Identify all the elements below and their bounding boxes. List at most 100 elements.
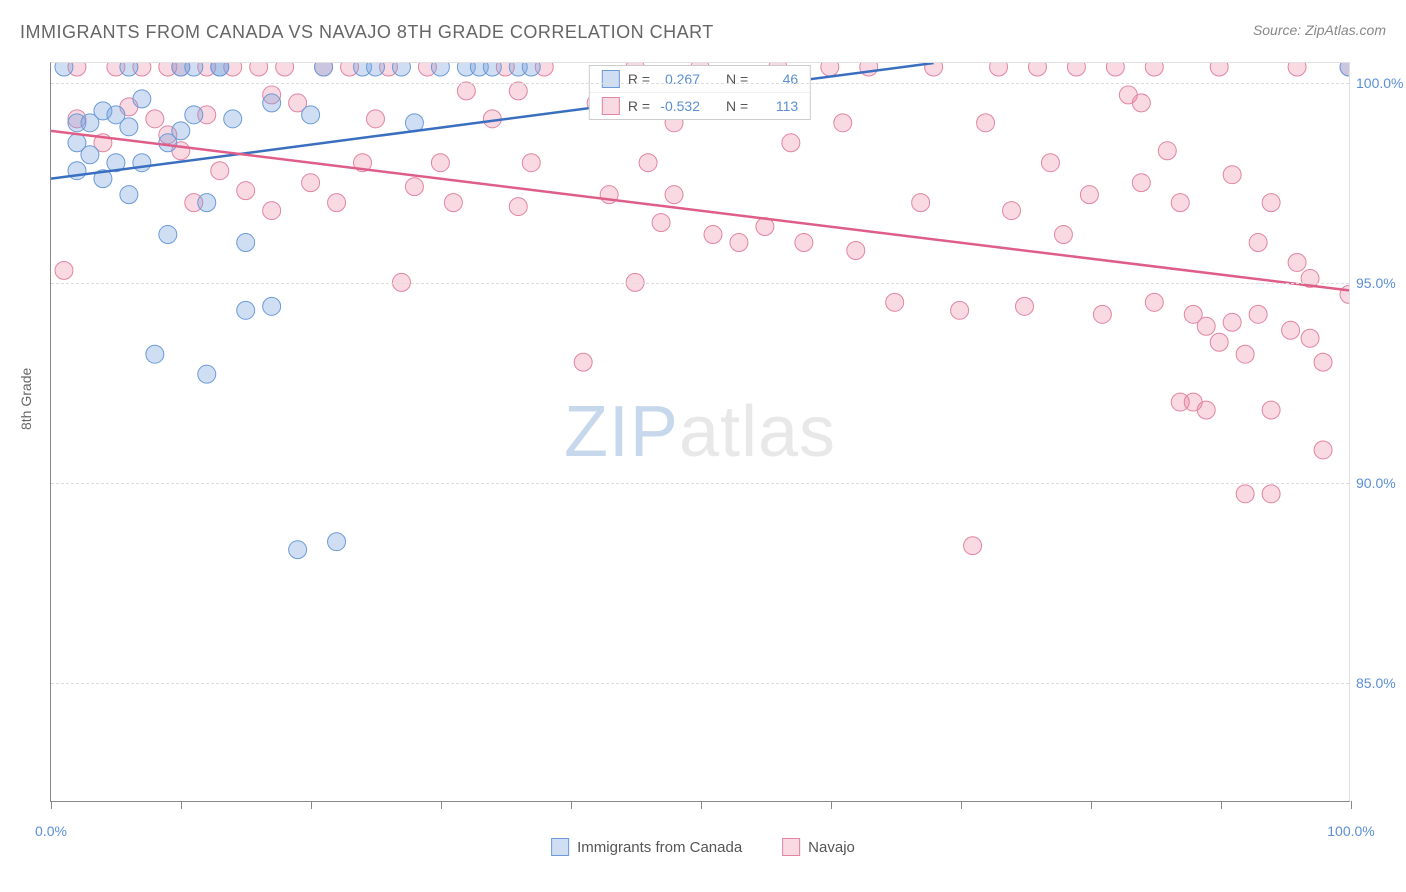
scatter-point [367,110,385,128]
x-tick-label-max: 100.0% [1327,823,1374,839]
scatter-point [639,154,657,172]
scatter-point [224,110,242,128]
chart-title: IMMIGRANTS FROM CANADA VS NAVAJO 8TH GRA… [20,22,714,43]
scatter-point [237,182,255,200]
grid-line [51,683,1349,684]
scatter-point [211,162,229,180]
x-tick [441,801,442,809]
scatter-point [315,63,333,76]
scatter-point [847,242,865,260]
scatter-point [665,186,683,204]
scatter-point [912,194,930,212]
scatter-point [509,82,527,100]
legend-swatch-navajo [782,838,800,856]
scatter-point [1236,485,1254,503]
scatter-point [250,63,268,76]
grid-line [51,83,1349,84]
y-tick-label: 100.0% [1356,75,1406,91]
scatter-point [237,301,255,319]
scatter-point [185,106,203,124]
scatter-point [81,146,99,164]
y-tick-label: 85.0% [1356,675,1406,691]
scatter-point [1132,174,1150,192]
source-attribution: Source: ZipAtlas.com [1253,22,1386,38]
scatter-point [444,194,462,212]
scatter-point [1197,317,1215,335]
swatch-canada [602,70,620,88]
x-tick [961,801,962,809]
legend-item-navajo: Navajo [782,838,855,856]
scatter-point [185,63,203,76]
swatch-navajo [602,97,620,115]
scatter-point [652,214,670,232]
scatter-point [146,110,164,128]
scatter-point [1288,63,1306,76]
scatter-point [522,63,540,76]
trend-line [51,131,1349,291]
scatter-point [457,82,475,100]
scatter-point [120,186,138,204]
scatter-point [431,63,449,76]
scatter-point [1145,63,1163,76]
n-value-navajo: 113 [756,98,798,114]
legend-label-canada: Immigrants from Canada [577,839,742,856]
scatter-point [1340,285,1349,303]
scatter-point [483,63,501,76]
scatter-point [886,293,904,311]
scatter-point [55,63,73,76]
r-value-canada: 0.267 [658,71,700,87]
scatter-point [1262,401,1280,419]
scatter-point [1132,94,1150,112]
scatter-point [367,63,385,76]
scatter-point [1249,234,1267,252]
scatter-point [1171,194,1189,212]
scatter-point [133,90,151,108]
grid-line [51,483,1349,484]
x-tick-label-min: 0.0% [35,823,67,839]
scatter-point [782,134,800,152]
series-legend: Immigrants from Canada Navajo [551,838,855,856]
legend-label-navajo: Navajo [808,839,855,856]
n-value-canada: 46 [756,71,798,87]
correlation-chart: IMMIGRANTS FROM CANADA VS NAVAJO 8TH GRA… [0,0,1406,892]
scatter-point [55,261,73,279]
stats-row-canada: R = 0.267 N = 46 [590,66,810,93]
scatter-point [964,537,982,555]
scatter-point [1197,401,1215,419]
scatter-point [263,94,281,112]
scatter-point [120,63,138,76]
scatter-point [263,202,281,220]
scatter-point [1340,63,1349,76]
scatter-point [821,63,839,76]
y-tick-label: 90.0% [1356,475,1406,491]
scatter-point [1145,293,1163,311]
scatter-point [198,194,216,212]
scatter-point [574,353,592,371]
scatter-point [795,234,813,252]
y-tick-label: 95.0% [1356,275,1406,291]
scatter-point [1223,166,1241,184]
scatter-point [1236,345,1254,363]
x-tick [311,801,312,809]
scatter-point [302,106,320,124]
scatter-point [1262,194,1280,212]
scatter-point [263,297,281,315]
scatter-point [1314,441,1332,459]
x-tick [831,801,832,809]
scatter-point [159,226,177,244]
x-tick [181,801,182,809]
x-tick [1091,801,1092,809]
scatter-point [211,63,229,76]
scatter-point [522,154,540,172]
stats-legend: R = 0.267 N = 46 R = -0.532 N = 113 [589,65,811,120]
x-tick [571,801,572,809]
scatter-point [198,365,216,383]
scatter-point [1288,253,1306,271]
grid-line [51,283,1349,284]
scatter-point [1080,186,1098,204]
scatter-point [704,226,722,244]
scatter-point [431,154,449,172]
scatter-point [509,198,527,216]
scatter-point [392,63,410,76]
scatter-point [172,122,190,140]
